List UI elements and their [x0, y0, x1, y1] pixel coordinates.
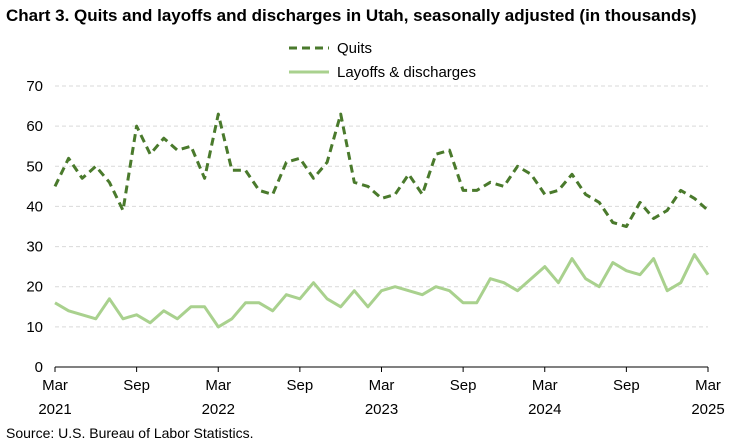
- y-axis-ticks: 0 10 20 30 40 50 60 70: [26, 78, 43, 376]
- legend: Quits Layoffs & discharges: [289, 40, 476, 81]
- chart-title: Chart 3. Quits and layoffs and discharge…: [6, 6, 697, 25]
- y-tick-label: 70: [26, 78, 43, 95]
- layoffs-series-line: [54, 253, 710, 329]
- y-tick-label: 50: [26, 158, 43, 175]
- y-tick-label: 40: [26, 198, 43, 215]
- y-tick-label: 30: [26, 239, 43, 256]
- source-note: Source: U.S. Bureau of Labor Statistics.: [6, 425, 254, 441]
- x-tick-label: Sep: [123, 377, 150, 394]
- x-tick-label: Sep: [450, 377, 477, 394]
- gridlines: [55, 85, 708, 328]
- x-tick-label: Mar: [42, 377, 68, 394]
- y-tick-label: 0: [35, 359, 43, 376]
- x-tick-label: Mar: [205, 377, 231, 394]
- x-tick-year-label: 2025: [691, 401, 724, 418]
- legend-label-layoffs: Layoffs & discharges: [337, 64, 476, 81]
- x-tick-year-label: 2024: [528, 401, 561, 418]
- x-tick-year-label: 2022: [202, 401, 235, 418]
- series-lines: [53, 112, 710, 329]
- y-tick-label: 10: [26, 319, 43, 336]
- x-tick-year-label: 2021: [38, 401, 71, 418]
- legend-label-quits: Quits: [337, 40, 372, 57]
- x-tick-label: Mar: [532, 377, 558, 394]
- x-tick-label: Mar: [695, 377, 721, 394]
- x-axis-ticks: Mar 2021 Sep Mar 2022 Sep Mar 2023 Sep Mar 2024 Sep…: [38, 367, 725, 418]
- y-tick-label: 20: [26, 279, 43, 296]
- y-tick-label: 60: [26, 118, 43, 135]
- x-tick-label: Mar: [369, 377, 395, 394]
- x-tick-label: Sep: [287, 377, 314, 394]
- quits-series-line: [53, 112, 709, 228]
- x-tick-label: Sep: [613, 377, 640, 394]
- x-tick-year-label: 2023: [365, 401, 398, 418]
